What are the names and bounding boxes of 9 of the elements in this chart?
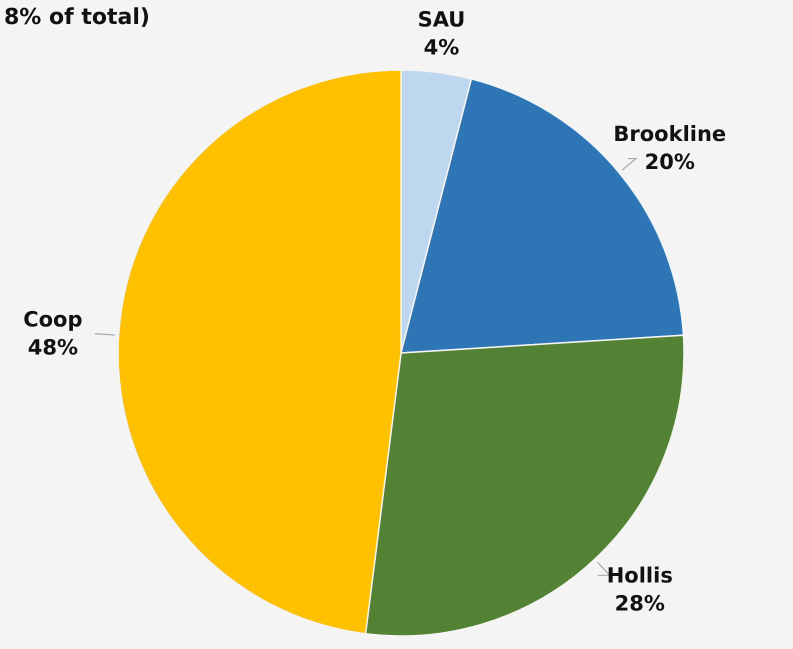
slice-label: Coop xyxy=(23,308,83,332)
data-label: 20% xyxy=(644,150,695,174)
slice-label: Hollis xyxy=(606,563,673,588)
data-label: 28% xyxy=(614,591,665,616)
data-label: 48% xyxy=(28,336,78,360)
data-label: 4% xyxy=(424,36,460,60)
chart-title: 8% of total) xyxy=(4,5,150,30)
slice-label: SAU xyxy=(418,8,466,32)
slice-label: Brookline xyxy=(613,122,726,146)
